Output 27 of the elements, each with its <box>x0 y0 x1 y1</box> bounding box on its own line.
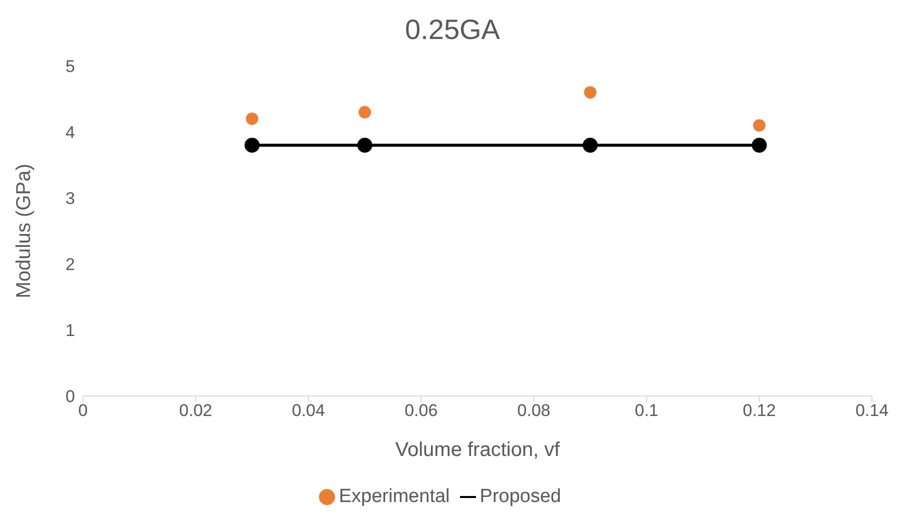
x-tick-label: 0.02 <box>179 401 212 420</box>
y-tick-label: 0 <box>66 387 75 406</box>
point <box>753 119 766 132</box>
x-tick-label: 0.04 <box>292 401 325 420</box>
x-tick-label: 0.06 <box>404 401 438 420</box>
chart-title: 0.25GA <box>404 13 501 47</box>
y-axis-title: Modulus (GPa) <box>13 164 36 298</box>
x-axis-title: Volume fraction, vf <box>395 439 560 461</box>
x-tick-label: 0 <box>78 401 88 420</box>
legend-label: Experimental <box>338 486 450 507</box>
point <box>357 138 372 153</box>
x-tick-label: 0.14 <box>855 401 889 420</box>
x-tick-label: 0.1 <box>634 401 658 420</box>
point <box>582 138 598 153</box>
point <box>584 86 596 99</box>
x-tick-label: 0.08 <box>517 401 550 420</box>
x-tick-label: 0.12 <box>742 401 776 420</box>
legend-label: Proposed <box>480 486 562 507</box>
point <box>244 138 260 153</box>
y-tick-label: 5 <box>66 57 75 76</box>
point <box>246 112 258 125</box>
y-tick-label: 4 <box>66 123 75 142</box>
point <box>752 138 767 153</box>
y-tick-label: 2 <box>66 255 75 274</box>
y-tick-label: 1 <box>66 321 75 340</box>
y-tick-label: 3 <box>66 189 75 208</box>
point <box>358 106 371 118</box>
